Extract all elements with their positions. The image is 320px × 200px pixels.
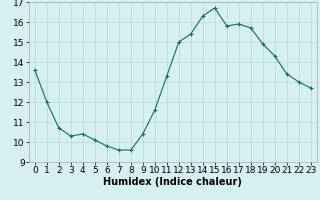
X-axis label: Humidex (Indice chaleur): Humidex (Indice chaleur)	[103, 177, 242, 187]
